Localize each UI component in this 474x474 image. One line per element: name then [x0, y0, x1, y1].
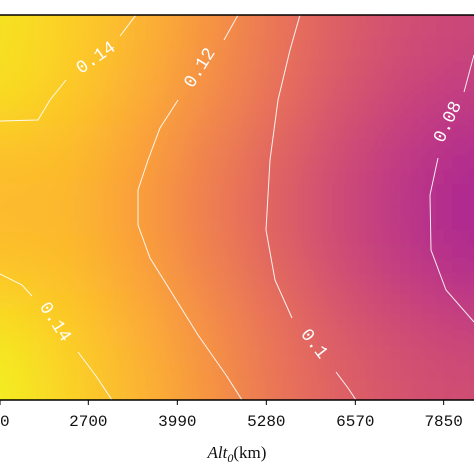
field-cell	[240, 235, 310, 291]
field-cell	[378, 235, 444, 291]
field-cell	[378, 345, 444, 400]
field-cell	[443, 15, 474, 71]
field-cell	[309, 235, 379, 291]
field-cell	[0, 125, 35, 181]
contour-line	[137, 15, 243, 400]
field-cell	[378, 15, 444, 71]
field-cell	[240, 290, 310, 346]
field-cell	[33, 15, 103, 71]
field-cell	[443, 345, 474, 400]
field-cell	[102, 235, 172, 291]
field-cell	[240, 345, 310, 400]
field-cell	[443, 70, 474, 126]
field-cell	[240, 180, 310, 236]
field-cell	[240, 125, 310, 181]
field-cell	[171, 15, 241, 71]
contours	[0, 15, 474, 400]
field-cell	[0, 345, 35, 400]
field-cell	[443, 125, 474, 181]
field-cell	[171, 290, 241, 346]
field-cell	[171, 235, 241, 291]
x-tick-label: 6570	[336, 413, 374, 431]
field-cell	[0, 235, 35, 291]
x-label-unit: (km)	[233, 443, 266, 462]
field-cell	[33, 125, 103, 181]
contour-line	[0, 15, 137, 122]
field-cell	[443, 235, 474, 291]
x-tick-label: 20	[0, 413, 10, 431]
x-tick-label: 2700	[69, 413, 107, 431]
field-cell	[378, 180, 444, 236]
field-cell	[240, 15, 310, 71]
field-cell	[102, 345, 172, 400]
field-cell	[0, 180, 35, 236]
field-cell	[171, 345, 241, 400]
x-tick-label: 7850	[424, 413, 462, 431]
contour-line	[429, 54, 474, 323]
contour-line	[0, 273, 113, 400]
contour-line	[265, 15, 357, 400]
field-cell	[309, 290, 379, 346]
x-axis: 20 2700 3990 5280 6570 7850	[0, 400, 463, 431]
field-cell	[443, 180, 474, 236]
field-cell	[171, 70, 241, 126]
field-cell	[33, 345, 103, 400]
field-cell	[33, 180, 103, 236]
field-cell	[309, 125, 379, 181]
field-cell	[171, 125, 241, 181]
field-cell	[309, 180, 379, 236]
field-cell	[102, 15, 172, 71]
field-cell	[102, 180, 172, 236]
field-cell	[240, 70, 310, 126]
x-label-text: Alt	[207, 443, 229, 462]
field-cell	[0, 70, 35, 126]
field-cell	[102, 290, 172, 346]
field-cell	[171, 180, 241, 236]
field-cell	[378, 290, 444, 346]
field-cell	[378, 70, 444, 126]
x-axis-label: Alt0(km)	[207, 443, 267, 465]
field-cell	[378, 125, 444, 181]
field-cell	[102, 70, 172, 126]
field-cell	[33, 235, 103, 291]
field-cell	[33, 70, 103, 126]
field-cell	[0, 290, 35, 346]
field-cell	[33, 290, 103, 346]
field-cell	[0, 15, 35, 71]
x-tick-label: 5280	[247, 413, 285, 431]
x-label-subscript: 0	[227, 451, 233, 465]
field-cell	[309, 345, 379, 400]
field-cell	[102, 125, 172, 181]
field-cell	[309, 70, 379, 126]
x-tick-label: 3990	[158, 413, 196, 431]
field-cell	[443, 290, 474, 346]
field-cell	[309, 15, 379, 71]
